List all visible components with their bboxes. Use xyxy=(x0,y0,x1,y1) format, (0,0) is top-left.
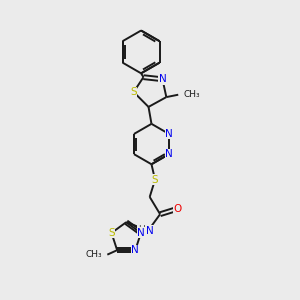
Text: H: H xyxy=(138,225,145,234)
Text: CH₃: CH₃ xyxy=(183,90,200,99)
Text: N: N xyxy=(131,245,139,255)
Text: N: N xyxy=(159,74,167,84)
Text: O: O xyxy=(173,204,182,214)
Text: N: N xyxy=(146,226,154,236)
Text: N: N xyxy=(165,129,173,139)
Text: N: N xyxy=(165,149,173,159)
Text: CH₃: CH₃ xyxy=(86,250,102,259)
Text: N: N xyxy=(137,228,145,238)
Text: S: S xyxy=(152,175,158,185)
Text: S: S xyxy=(108,228,115,238)
Text: S: S xyxy=(130,87,137,97)
